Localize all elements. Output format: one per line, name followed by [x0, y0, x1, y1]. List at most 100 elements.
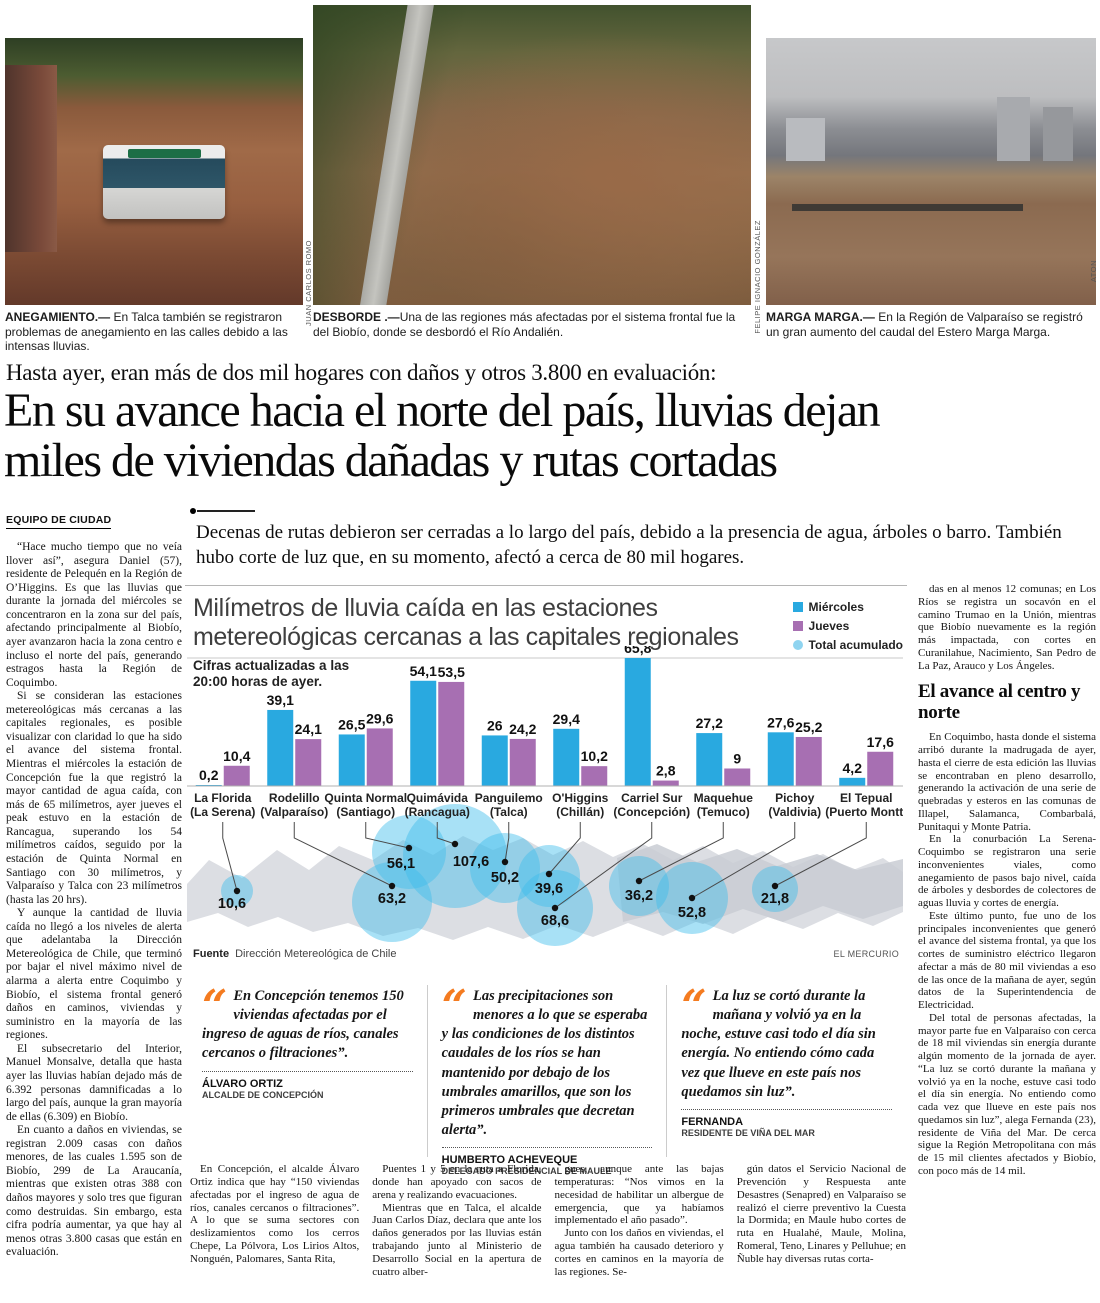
legend-label: Total acumulado	[808, 638, 903, 652]
pier	[792, 203, 1024, 211]
paragraph: Puentes 1 y 5 en la ruta a Florida, dond…	[372, 1163, 542, 1201]
byline: EQUIPO DE CIUDAD	[6, 514, 112, 529]
building	[1043, 107, 1073, 161]
building	[785, 118, 826, 161]
legend-item-miercoles: Miércoles	[792, 600, 903, 614]
paragraph: En la conurbación La Serena-Coquimbo se …	[918, 833, 1096, 910]
svg-text:Pichoy: Pichoy	[775, 791, 815, 805]
quote-body: En Concepción tenemos 150 viviendas afec…	[202, 988, 404, 1062]
bottom-column-4: gún datos el Servicio Nacional de Preven…	[737, 1163, 906, 1303]
paragraph: das en al menos 12 comunas; en Los Ríos …	[918, 583, 1096, 672]
rainfall-chart: Milímetros de lluvia caída en las estaci…	[185, 585, 907, 970]
paragraph: Y aunque la cantidad de lluvia caída no …	[6, 907, 182, 1042]
right-column: das en al menos 12 comunas; en Los Ríos …	[918, 583, 1096, 1301]
caption-lead: MARGA MARGA.—	[766, 310, 875, 324]
svg-text:54,1: 54,1	[410, 663, 437, 679]
quote-icon: “	[681, 981, 707, 1032]
quote-icon: “	[441, 981, 467, 1032]
svg-text:La Florida: La Florida	[194, 791, 252, 805]
caption-text: En Talca también se registraron problema…	[5, 310, 288, 354]
photo-credit: FELIPE IGNACIO GONZÁLEZ	[753, 220, 762, 334]
source-text: Dirección Metereológica de Chile	[235, 948, 397, 960]
rainfall-bar-map-graphic: 0,210,4 La Florida(La Serena) 39,124,1 Rode…	[187, 646, 903, 946]
svg-text:(Talca): (Talca)	[490, 805, 528, 819]
svg-text:(Concepción): (Concepción)	[613, 805, 690, 819]
quote-acheveque: “Las precipitaciones son menores a lo qu…	[426, 981, 667, 1176]
legend-label: Jueves	[808, 619, 850, 633]
svg-text:27,6: 27,6	[767, 714, 794, 730]
caption-text: Una de las regiones más afectadas por el…	[313, 310, 736, 339]
brick-pillar	[5, 64, 57, 252]
source-label: Fuente	[193, 948, 230, 960]
chart-title: Milímetros de lluvia caída en las estaci…	[193, 594, 739, 651]
svg-text:10,2: 10,2	[581, 748, 608, 764]
paragraph: Mientras que en Talca, el alcalde Juan C…	[372, 1201, 542, 1278]
section-subhead: El avance al centro y norte	[918, 681, 1081, 723]
svg-text:O'Higgins: O'Higgins	[552, 791, 609, 805]
svg-text:0,2: 0,2	[199, 767, 219, 783]
article-body-right-bottom: En Coquimbo, hasta donde el sistema arri…	[918, 731, 1096, 1177]
chart-legend: Miércoles Jueves Total acumulado	[792, 600, 903, 657]
photo-credit: JUAN CARLOS ROMO	[304, 240, 313, 326]
legend-swatch-blue	[792, 602, 803, 612]
pull-quotes: “ En Concepción tenemos 150 viviendas afe…	[188, 981, 906, 1176]
svg-text:2,8: 2,8	[656, 763, 676, 779]
headline-line-2: miles de viviendas dañadas y rutas corta…	[4, 433, 778, 487]
quote-role: ALCALDE DE CONCEPCIÓN	[202, 1089, 324, 1100]
svg-text:39,1: 39,1	[267, 692, 294, 708]
chart-note: Cifras actualizadas a las 20:00 horas de…	[193, 658, 350, 690]
photo-desborde	[313, 5, 751, 305]
svg-text:(Valparaíso): (Valparaíso)	[260, 805, 328, 819]
svg-text:17,6: 17,6	[867, 734, 894, 750]
photo-marga-marga	[766, 38, 1096, 305]
agency-credit: EL MERCURIO	[833, 949, 899, 959]
svg-text:(La Serena): (La Serena)	[190, 805, 255, 819]
legend-swatch-purple	[792, 621, 803, 631]
paragraph: Del total de personas afectadas, la mayo…	[918, 1011, 1096, 1177]
bottom-column-2: Puentes 1 y 5 en la ruta a Florida, dond…	[372, 1163, 541, 1303]
paragraph: gún datos el Servicio Nacional de Preven…	[736, 1163, 906, 1266]
bottom-column-3: gues, aunque ante las bajas temperaturas…	[555, 1163, 724, 1303]
paragraph: Si se consideran las estaciones metereol…	[6, 690, 182, 906]
svg-text:107,6: 107,6	[453, 854, 489, 870]
left-column: EQUIPO DE CIUDAD “Hace mucho tiempo que …	[6, 510, 182, 1300]
svg-text:56,1: 56,1	[387, 856, 415, 872]
bus	[103, 144, 226, 219]
quote-body: Las precipitaciones son menores a lo que…	[441, 988, 648, 1138]
article-body-right-top: das en al menos 12 comunas; en Los Ríos …	[918, 583, 1096, 672]
svg-text:Carriel Sur: Carriel Sur	[621, 791, 683, 805]
svg-text:(Chillán): (Chillán)	[556, 805, 604, 819]
svg-text:53,5: 53,5	[438, 664, 465, 680]
svg-text:36,2: 36,2	[625, 888, 653, 904]
svg-text:(Puerto Montt): (Puerto Montt)	[825, 805, 903, 819]
lede: Decenas de rutas debieron ser cerradas a…	[196, 522, 1062, 569]
svg-text:(Temuco): (Temuco)	[697, 805, 750, 819]
quote-fernanda: “La luz se cortó durante la mañana y vol…	[666, 981, 906, 1157]
svg-text:24,2: 24,2	[509, 721, 536, 737]
paragraph: En Coquimbo, hasta donde el sistema arri…	[918, 731, 1096, 833]
svg-text:52,8: 52,8	[678, 905, 706, 921]
svg-text:29,6: 29,6	[366, 710, 393, 726]
svg-text:4,2: 4,2	[843, 760, 863, 776]
quote-body: La luz se cortó durante la mañana y volv…	[681, 988, 876, 1100]
paragraph: Este último punto, fue uno de los princi…	[918, 909, 1096, 1012]
quote-role: RESIDENTE DE VIÑA DEL MAR	[681, 1127, 815, 1138]
svg-text:Maquehue: Maquehue	[694, 791, 754, 805]
quote-author: ÁLVARO ORTIZ	[202, 1077, 283, 1090]
svg-text:10,4: 10,4	[223, 748, 250, 764]
svg-text:63,2: 63,2	[378, 891, 406, 907]
svg-text:(Valdivia): (Valdivia)	[768, 805, 821, 819]
caption-text: En la Región de Valparaíso se registró u…	[766, 310, 1083, 339]
svg-text:Quimávida: Quimávida	[407, 791, 469, 805]
quote-ortiz: “En Concepción tenemos 150 viviendas afe…	[188, 984, 427, 1157]
photo-caption: DESBORDE .—Una de las regiones más afect…	[313, 310, 745, 339]
chart-source: Fuente Dirección Metereológica de Chile E…	[193, 948, 899, 960]
bus-destination-sign	[127, 149, 201, 159]
svg-text:24,1: 24,1	[295, 721, 322, 737]
svg-text:65,8: 65,8	[624, 646, 651, 656]
building	[997, 96, 1030, 161]
headline-line-1: En su avance hacia el norte del país, ll…	[4, 384, 881, 437]
caption-lead: ANEGAMIENTO.—	[5, 310, 111, 324]
svg-text:10,6: 10,6	[218, 896, 246, 912]
legend-label: Miércoles	[808, 600, 864, 614]
